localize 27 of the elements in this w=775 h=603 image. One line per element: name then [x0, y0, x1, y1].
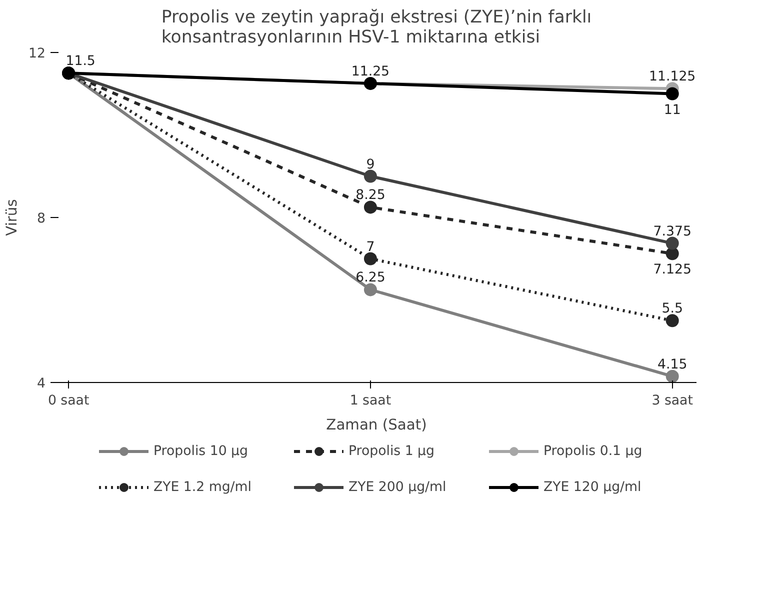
- chart-title: Propolis ve zeytin yaprağı ekstresi (ZYE)’nin farklı konsantrasyonlarının HSV-1 miktarına etkisi: [161, 8, 592, 48]
- y-tick-label: 8: [37, 212, 46, 226]
- data-label: 11.25: [351, 64, 390, 80]
- data-label: 7: [366, 240, 375, 255]
- data-label: 9: [366, 157, 375, 172]
- y-axis-title: Virüs: [4, 199, 21, 236]
- x-axis-title: Zaman (Saat): [326, 416, 427, 434]
- data-label: 11.5: [66, 54, 96, 70]
- legend-label: ZYE 200 µg/ml: [348, 480, 448, 494]
- y-tick-label: 4: [37, 376, 46, 392]
- data-label: 11: [664, 102, 681, 118]
- legend-label: Propolis 1 µg: [348, 444, 436, 458]
- data-label: 8.25: [356, 188, 386, 204]
- x-tick-label: 0 saat: [48, 394, 90, 408]
- data-label: 6.25: [356, 270, 386, 286]
- legend-label: Propolis 0.1 µg: [544, 444, 644, 458]
- data-label: 7.375: [653, 224, 692, 240]
- x-tick-label: 3 saat: [652, 394, 693, 408]
- data-label: 4.15: [658, 357, 688, 372]
- x-tick-label: 1 saat: [350, 394, 392, 408]
- y-tick-label: 12: [28, 46, 46, 62]
- legend-label: Propolis 10 µg: [154, 444, 249, 458]
- legend-label: ZYE 120 µg/ml: [544, 480, 642, 494]
- data-label: 11.125: [649, 70, 696, 85]
- legend-label: ZYE 1.2 mg/ml: [154, 480, 252, 494]
- data-label: 7.125: [653, 262, 692, 278]
- data-label: 5.5: [662, 302, 683, 317]
